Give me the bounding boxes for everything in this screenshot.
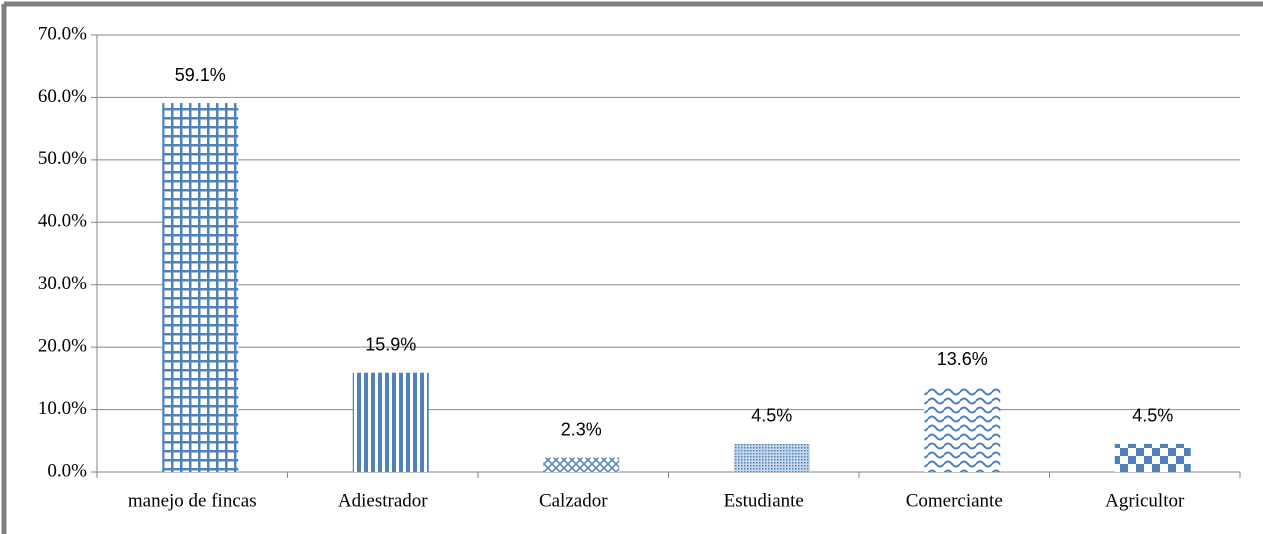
data-label: 13.6% (937, 349, 988, 369)
y-tick-label: 10.0% (38, 398, 87, 419)
x-tick-label: Estudiante (724, 490, 804, 511)
data-label: 15.9% (365, 334, 416, 354)
bar (543, 457, 620, 472)
y-tick-label: 60.0% (38, 86, 87, 107)
bar (924, 387, 1001, 472)
y-tick-label: 50.0% (38, 148, 87, 169)
data-label: 2.3% (561, 419, 602, 439)
y-tick-label: 20.0% (38, 336, 87, 357)
data-label: 59.1% (175, 65, 226, 85)
y-tick-label: 30.0% (38, 273, 87, 294)
bar (352, 372, 429, 472)
y-tick-label: 0.0% (47, 460, 87, 481)
x-tick-label: Agricultor (1105, 490, 1185, 511)
data-label: 4.5% (751, 406, 792, 426)
bar (1114, 443, 1191, 472)
x-tick-label: Calzador (539, 490, 608, 511)
x-tick-label: manejo de fincas (128, 490, 257, 511)
data-label: 4.5% (1132, 406, 1173, 426)
x-tick-label: Adiestrador (338, 490, 428, 511)
x-tick-label: Comerciante (906, 490, 1003, 511)
y-tick-label: 70.0% (38, 23, 87, 44)
bar (733, 443, 810, 472)
bar (162, 103, 239, 472)
y-tick-label: 40.0% (38, 211, 87, 232)
